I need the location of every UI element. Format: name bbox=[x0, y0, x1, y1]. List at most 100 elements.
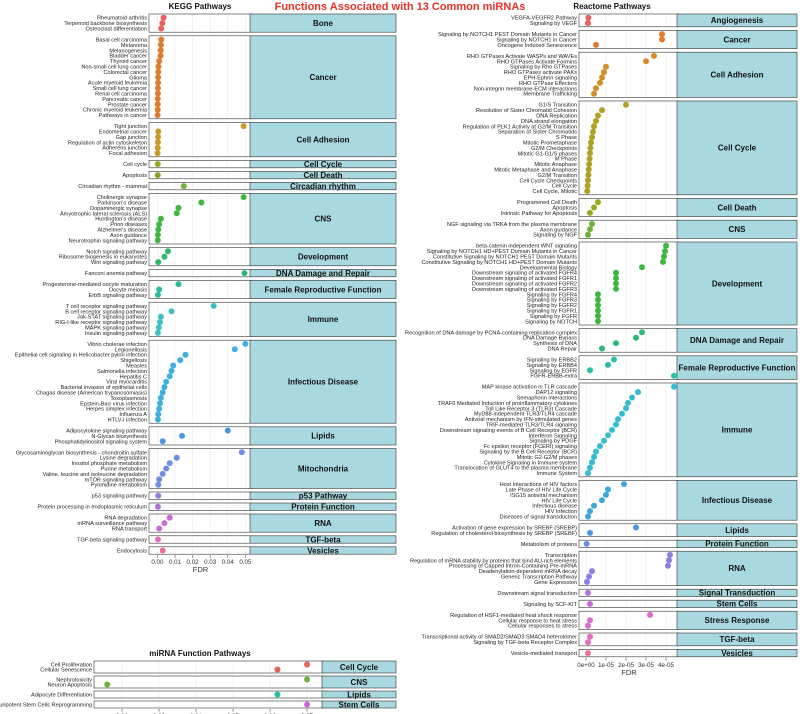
data-point bbox=[625, 399, 631, 406]
data-point bbox=[629, 394, 635, 401]
pathway-label: TRAF6 Mediated Induction of proinflammat… bbox=[438, 401, 577, 407]
data-point bbox=[156, 286, 163, 293]
data-point bbox=[156, 58, 163, 65]
facet-label: Cell Death bbox=[717, 203, 756, 212]
facet-strip bbox=[676, 51, 798, 98]
data-point bbox=[157, 319, 164, 326]
pathway-label: Pathways in cancer bbox=[98, 113, 147, 119]
facet-strip bbox=[249, 448, 397, 489]
data-point bbox=[161, 253, 168, 260]
facet-strip bbox=[676, 100, 798, 196]
x-axis-label: FDR bbox=[621, 668, 637, 677]
pathway-label: G2/M Checkpoints bbox=[531, 146, 577, 152]
pathway-label: Measles bbox=[126, 363, 147, 369]
data-point bbox=[587, 144, 594, 151]
pathway-label: Progesterone-mediated oocyte maturation bbox=[43, 282, 147, 288]
facet-strip bbox=[676, 632, 798, 647]
pathway-label: Vibrio cholerae infection bbox=[87, 342, 147, 348]
data-point bbox=[635, 389, 641, 396]
data-point bbox=[603, 491, 609, 498]
data-point bbox=[671, 372, 677, 379]
data-point bbox=[585, 513, 591, 520]
facet-strip bbox=[676, 539, 798, 548]
pathway-label: Tight junction bbox=[114, 124, 147, 130]
pathway-label: Neuron Apoptosis bbox=[47, 683, 92, 689]
pathway-label: VEGFA-VEGFR2 Pathway bbox=[511, 16, 577, 22]
pathway-label: RHO GTPases Activate WASPs and WAVEs bbox=[467, 54, 577, 60]
pathway-label: Axon guidance bbox=[110, 233, 147, 239]
facet-panel bbox=[148, 269, 253, 278]
pathway-label: Immune System bbox=[537, 471, 578, 477]
data-point bbox=[210, 302, 217, 309]
data-point bbox=[156, 525, 163, 532]
pathway-label: Cell Cycle Checkpoints bbox=[519, 178, 577, 184]
facet-panel bbox=[148, 171, 253, 180]
data-point bbox=[104, 681, 111, 688]
data-point bbox=[164, 248, 171, 255]
pathway-label: Huntington's disease bbox=[95, 217, 147, 223]
x-tick-label: 0.03 bbox=[204, 559, 217, 566]
data-point bbox=[615, 416, 621, 423]
chart-title: Reactome Pathways bbox=[573, 2, 651, 11]
pathway-label: Valine, leucine and isoleucine degradati… bbox=[43, 472, 147, 478]
data-point bbox=[585, 177, 591, 184]
data-point bbox=[587, 508, 593, 515]
data-point bbox=[175, 281, 182, 288]
data-point bbox=[155, 324, 162, 331]
data-point bbox=[159, 438, 166, 445]
pathway-label: Hepatitis C bbox=[120, 374, 147, 380]
data-point bbox=[159, 20, 166, 27]
data-point bbox=[639, 329, 645, 336]
facet-label: Vesicles bbox=[721, 649, 753, 658]
facet-strip bbox=[249, 160, 397, 169]
data-point bbox=[242, 340, 249, 347]
data-point bbox=[155, 492, 162, 499]
pathway-label: Viral myocarditis bbox=[106, 380, 147, 386]
pathway-label: Salmonella infection bbox=[97, 369, 147, 375]
facet-label: Stem Cells bbox=[717, 600, 758, 609]
pathway-label: EPH-Ephrin signaling bbox=[524, 75, 577, 81]
x-tick-label: 1e-05 bbox=[598, 662, 614, 669]
pathway-label: Dopaminergic synapse bbox=[90, 206, 147, 212]
facet-strip bbox=[249, 513, 397, 533]
pathway-label: MAPK signaling pathway bbox=[85, 325, 147, 331]
data-point bbox=[585, 639, 591, 646]
data-point bbox=[154, 95, 161, 102]
pathway-label: ISG15 antiviral mechanism bbox=[510, 493, 577, 499]
pathway-label: Cholinergic synapse bbox=[97, 195, 147, 201]
facet-cell-adhesion: Cell Adhesion RHO GTPases Activate WASPs … bbox=[467, 51, 798, 98]
data-point bbox=[154, 112, 161, 119]
facet-panel bbox=[148, 122, 253, 158]
facet-label: DNA Damage and Repair bbox=[690, 336, 784, 345]
pathway-label: Herpes simplex infection bbox=[86, 407, 147, 413]
pathway-label: RIG-I-like receptor signaling pathway bbox=[55, 320, 147, 326]
facet-label: Immune bbox=[722, 426, 753, 435]
pathway-label: Separation of Sister Chromatids bbox=[498, 130, 577, 136]
chart-1: KEGG Pathways Bone Rheumatoid arthritisTer… bbox=[15, 2, 397, 574]
data-point bbox=[662, 248, 668, 255]
facet-strip bbox=[321, 690, 397, 699]
data-point bbox=[586, 573, 592, 580]
data-point bbox=[154, 101, 161, 108]
data-point bbox=[595, 112, 601, 119]
x-tick-label: 2e-05 bbox=[618, 662, 634, 669]
data-point bbox=[584, 182, 591, 189]
data-point bbox=[155, 411, 162, 418]
facet-label: Infectious Disease bbox=[702, 496, 773, 505]
data-point bbox=[154, 106, 161, 113]
facet-label: TGF-beta bbox=[719, 635, 755, 644]
pathway-label: Mitotic Anaphase bbox=[534, 162, 577, 168]
pathway-label: Circadian rhythm - mammal bbox=[78, 184, 147, 190]
pathway-label: Chronic myeloid leukemia bbox=[83, 108, 148, 114]
data-point bbox=[639, 264, 645, 271]
facet-strip bbox=[249, 546, 397, 555]
data-point bbox=[155, 481, 162, 488]
data-point bbox=[601, 69, 607, 76]
data-point bbox=[619, 410, 625, 417]
facet-panel bbox=[578, 599, 680, 608]
data-point bbox=[154, 329, 161, 336]
facet-strip bbox=[676, 219, 798, 239]
